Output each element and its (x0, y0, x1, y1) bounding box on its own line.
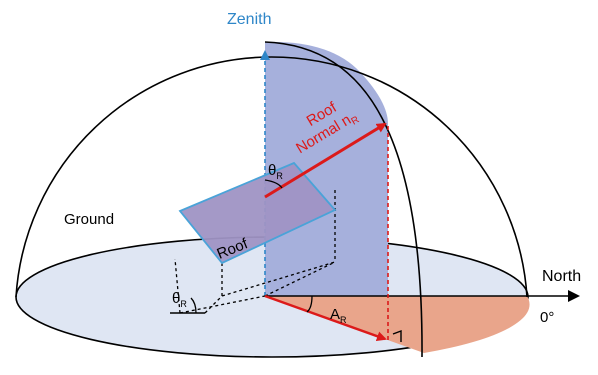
tilt-angle-arc (190, 297, 197, 314)
theta-arc-normal (264, 179, 283, 189)
roof-panel (178, 161, 337, 265)
zero-degree-label: 0° (540, 309, 554, 326)
roof-normal-vector (264, 122, 387, 199)
azimuth-vector (264, 294, 387, 342)
roof-projection-lines (174, 190, 336, 314)
zenith-plane (265, 41, 388, 296)
tilt-theta-label: θR (172, 290, 187, 309)
azimuth-label: AR (330, 306, 347, 325)
theta-normal-label: θR (268, 162, 283, 181)
azimuth-arc (306, 295, 313, 313)
azimuth-wedge (265, 296, 530, 353)
zenith-label: Zenith (227, 11, 271, 28)
sky-dome (15, 56, 528, 298)
right-angle-mark (392, 329, 402, 342)
ground-label: Ground (64, 211, 114, 228)
north-label: North (542, 268, 581, 285)
